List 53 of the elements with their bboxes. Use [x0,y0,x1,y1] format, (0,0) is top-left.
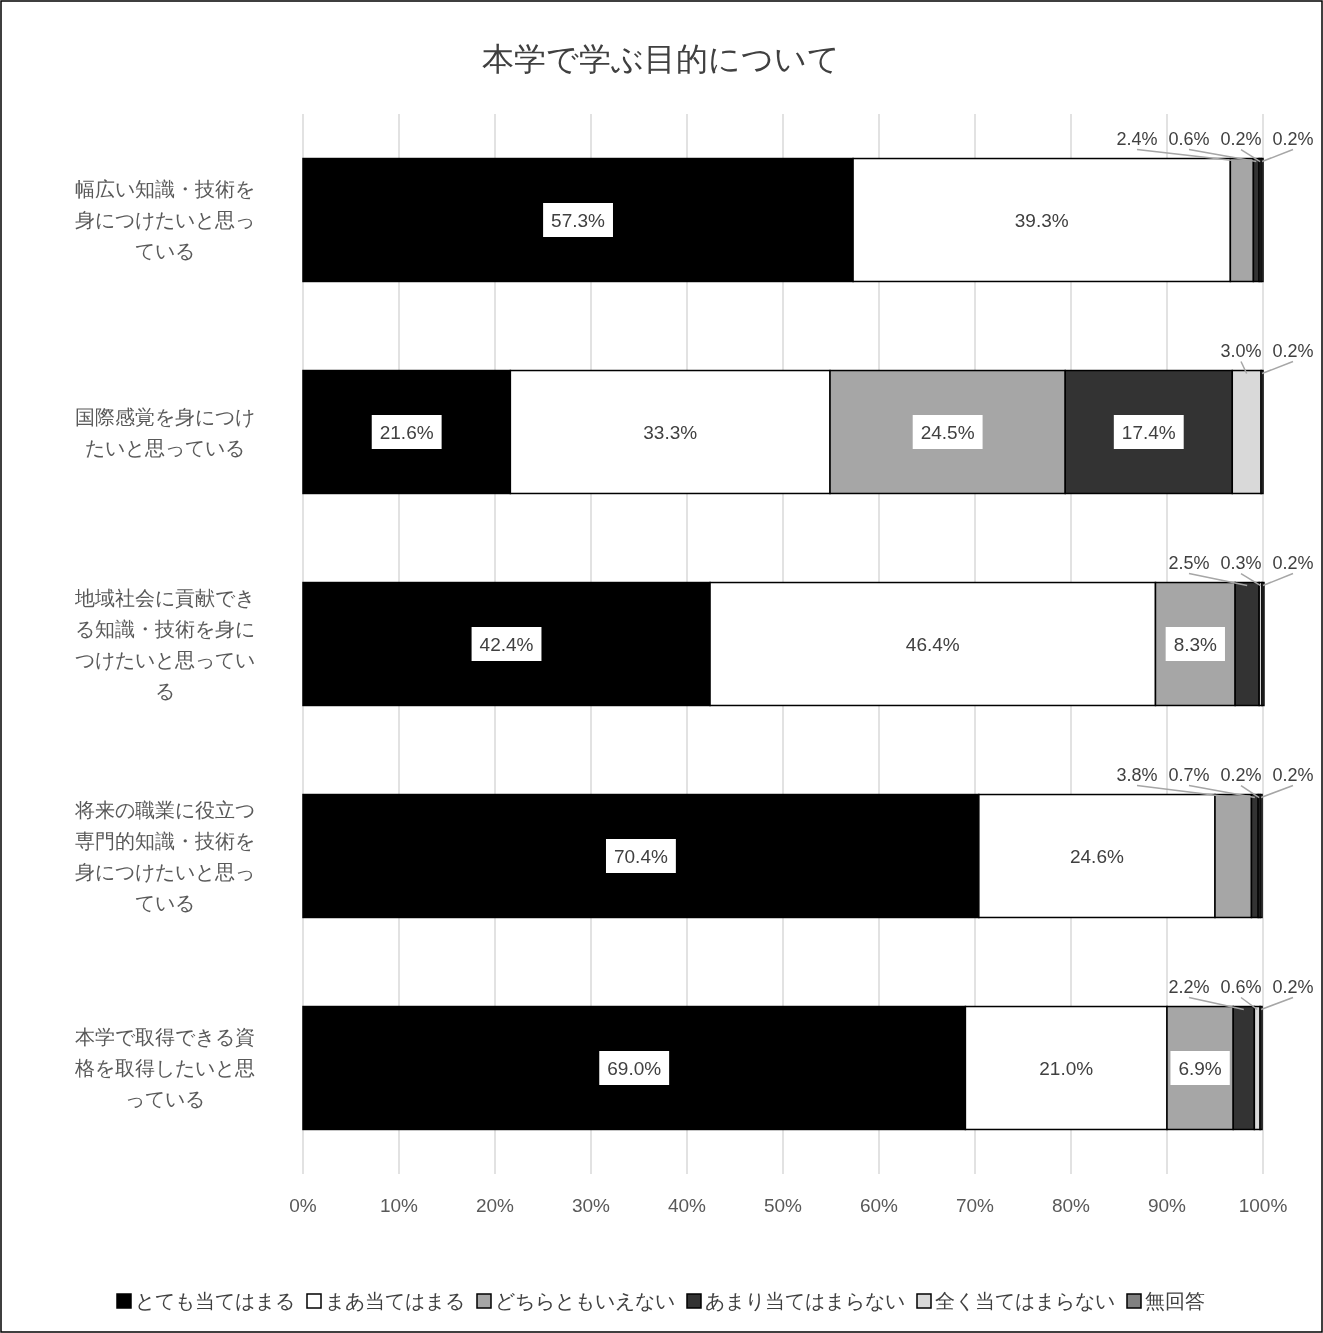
data-label: 0.2% [1272,976,1314,997]
data-label: 3.0% [1220,340,1262,361]
data-label: 46.4% [905,634,960,655]
data-label: 57.3% [551,210,606,231]
data-label: 24.5% [920,422,975,443]
legend-label: どちらともいえない [495,1290,675,1312]
x-tick-label: 60% [859,1195,899,1216]
legend-label: まあ当てはまる [325,1290,465,1312]
data-label: 8.3% [1173,634,1218,655]
x-tick-label: 20% [475,1195,515,1216]
data-label: 33.3% [643,422,698,443]
data-label: 0.2% [1220,128,1262,149]
data-label: 42.4% [479,634,534,655]
data-label: 21.0% [1039,1058,1094,1079]
data-label: 21.6% [379,422,434,443]
data-label: 0.6% [1168,128,1210,149]
legend-label: とても当てはまる [135,1290,295,1312]
data-label: 0.2% [1220,764,1262,785]
legend-label: 全く当てはまらない [935,1290,1115,1312]
data-label: 3.8% [1116,764,1158,785]
legend-label: 無回答 [1145,1290,1205,1312]
data-label: 0.7% [1168,764,1210,785]
y-tick-label: 地域社会に貢献できる知識・技術を身につけたいと思っている [74,586,255,702]
data-label: 0.2% [1272,552,1314,573]
x-tick-label: 100% [1238,1195,1288,1216]
data-label: 0.2% [1272,340,1314,361]
data-label: 0.2% [1272,764,1314,785]
data-label: 2.2% [1168,976,1210,997]
y-tick-label: 本学で取得できる資格を取得したいと思っている [74,1026,255,1110]
x-tick-label: 10% [379,1195,419,1216]
x-tick-label: 80% [1051,1195,1091,1216]
data-label: 24.6% [1069,846,1124,867]
data-label: 6.9% [1178,1058,1222,1079]
x-tick-label: 0% [289,1195,317,1216]
x-tick-label: 70% [955,1195,995,1216]
data-label: 2.5% [1168,552,1210,573]
data-label: 17.4% [1121,422,1176,443]
data-label: 0.6% [1220,976,1262,997]
x-tick-label: 40% [667,1195,707,1216]
x-tick-label: 30% [571,1195,611,1216]
y-tick-label: 国際感覚を身につけたいと思っている [75,405,255,459]
x-tick-label: 50% [763,1195,803,1216]
y-tick-label: 将来の職業に役立つ専門的知識・技術を身につけたいと思っている [74,798,255,914]
data-label: 70.4% [613,846,668,867]
legend-label: あまり当てはまらない [705,1290,905,1312]
data-label: 0.2% [1272,128,1314,149]
chart-title: 本学で学ぶ目的について [482,41,840,77]
data-label: 0.3% [1220,552,1262,573]
x-tick-label: 90% [1147,1195,1187,1216]
data-label: 39.3% [1014,210,1069,231]
y-tick-label: 幅広い知識・技術を身につけたいと思っている [75,178,255,262]
data-label: 69.0% [607,1058,662,1079]
data-label: 2.4% [1116,128,1158,149]
